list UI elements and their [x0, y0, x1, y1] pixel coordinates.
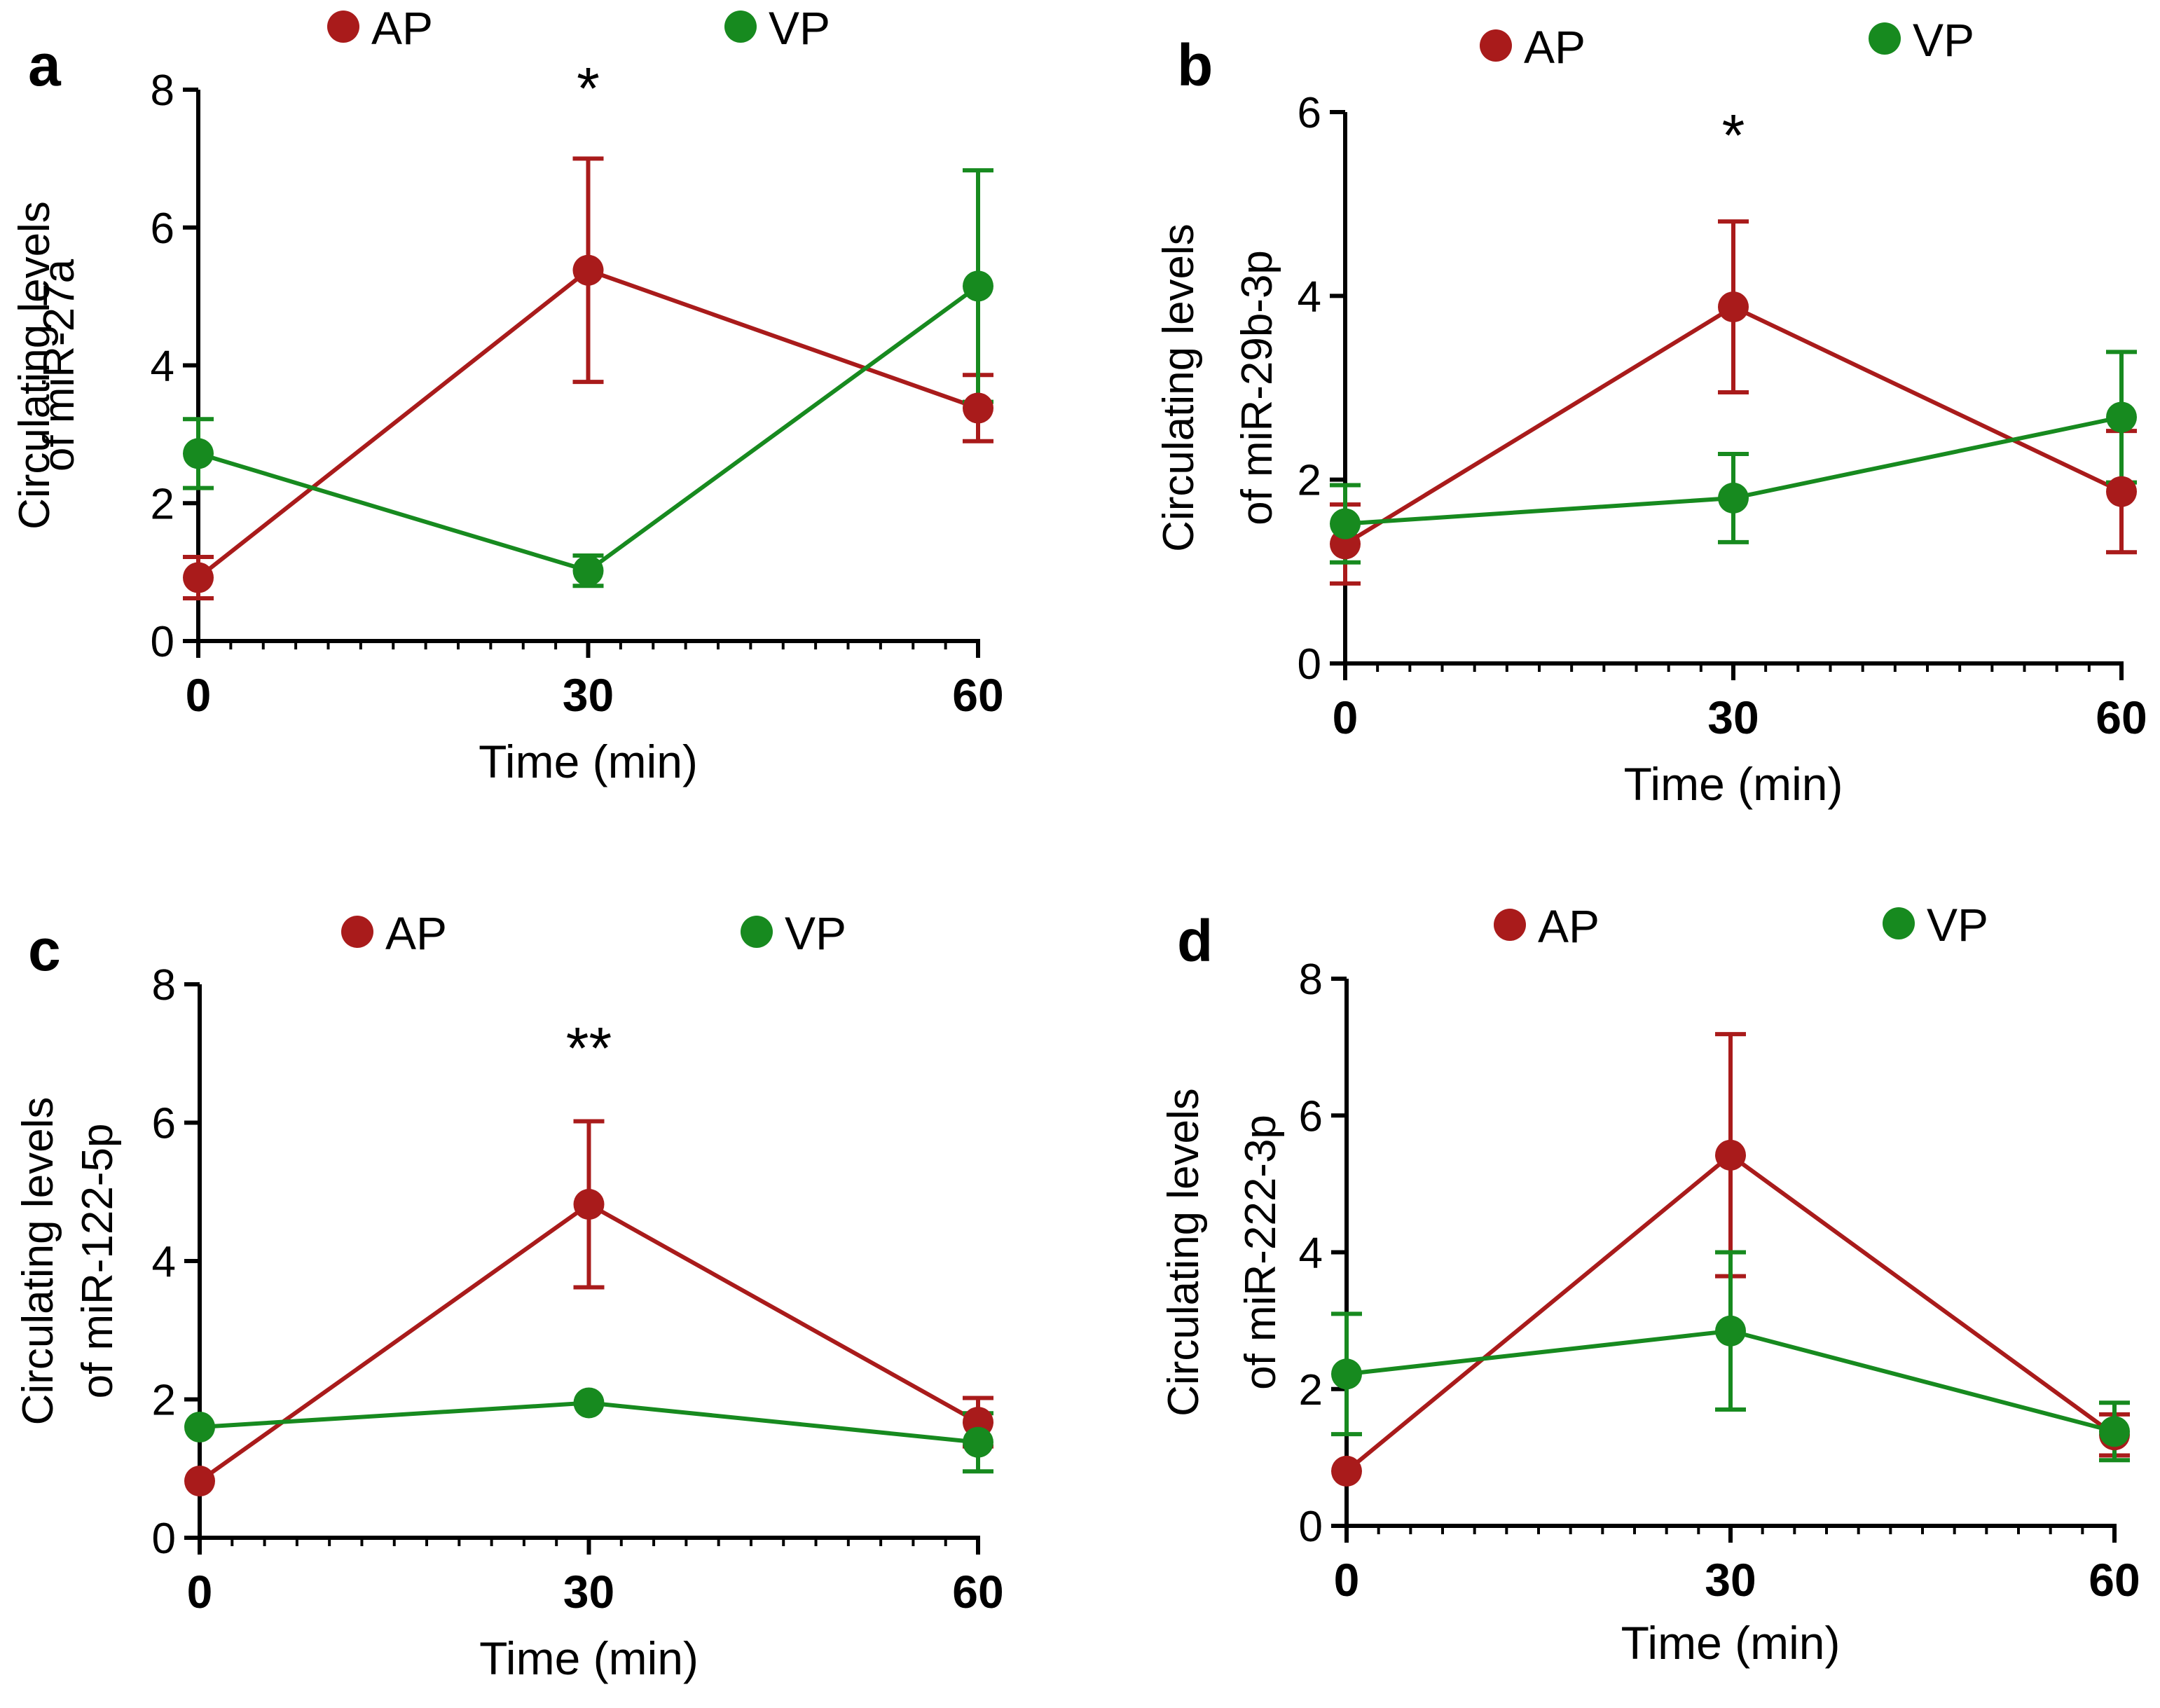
y-tick-label: 0 — [152, 1515, 176, 1563]
y-tick-label: 6 — [1299, 1092, 1323, 1141]
data-point-ap — [183, 562, 214, 593]
x-axis-label: Time (min) — [479, 736, 698, 787]
legend-label-ap: AP — [385, 907, 447, 959]
legend-marker-ap — [327, 11, 359, 43]
x-axis-label: Time (min) — [1624, 758, 1843, 810]
x-axis-label: Time (min) — [1621, 1617, 1841, 1669]
data-point-vp — [2099, 1416, 2130, 1447]
legend-label-ap: AP — [371, 2, 433, 54]
y-axis-label-line: of miR-122-5p — [74, 1124, 122, 1399]
significance-marker: * — [577, 55, 600, 121]
y-axis-label-line: Circulating levels — [14, 1097, 62, 1426]
data-point-ap — [1715, 1139, 1746, 1171]
data-point-vp — [963, 1426, 993, 1458]
y-tick-label: 2 — [1299, 1366, 1323, 1414]
data-point-vp — [573, 1387, 605, 1419]
y-tick-label: 8 — [151, 67, 174, 115]
data-point-vp — [572, 555, 604, 586]
y-axis-label-line: of miR-27a — [35, 259, 83, 471]
data-point-ap — [184, 1466, 215, 1497]
x-axis-label: Time (min) — [479, 1632, 699, 1684]
y-tick-label: 0 — [1299, 1503, 1323, 1551]
x-tick-label: 30 — [563, 669, 614, 721]
legend-label-ap: AP — [1538, 900, 1600, 952]
legend-marker-vp — [724, 11, 757, 43]
data-point-vp — [184, 1412, 215, 1442]
y-tick-label: 0 — [1298, 640, 1321, 689]
data-point-vp — [1715, 1315, 1746, 1347]
y-tick-label: 6 — [152, 1100, 176, 1148]
data-point-vp — [1718, 482, 1749, 514]
data-point-vp — [1330, 508, 1361, 539]
y-tick-label: 2 — [1298, 457, 1321, 505]
data-point-vp — [2106, 401, 2137, 433]
x-tick-label: 30 — [1707, 691, 1759, 743]
panel-label: b — [1177, 32, 1213, 98]
legend-label-vp: VP — [1927, 899, 1988, 951]
data-point-ap — [572, 254, 604, 286]
y-tick-label: 4 — [1299, 1230, 1323, 1278]
panel-label: a — [28, 32, 62, 98]
legend-marker-ap — [1494, 909, 1526, 941]
y-axis-label-line: Circulating levels — [1155, 223, 1203, 552]
x-tick-label: 60 — [952, 669, 1003, 721]
y-tick-label: 0 — [151, 618, 174, 666]
x-tick-label: 0 — [187, 1566, 213, 1618]
y-tick-label: 4 — [152, 1238, 176, 1286]
y-tick-label: 6 — [1298, 89, 1321, 137]
legend-label-vp: VP — [1913, 14, 1974, 66]
x-tick-label: 0 — [1333, 691, 1358, 743]
panel-d: d AP VP 0 2 4 6 8 0 30 60 Time (min) Circulating lev… — [1160, 899, 2140, 1669]
y-axis-label-line: Circulating levels — [1160, 1088, 1208, 1417]
x-tick-label: 30 — [1705, 1554, 1756, 1606]
y-tick-label: 4 — [1298, 273, 1321, 321]
panel-label: c — [28, 917, 61, 983]
x-tick-label: 60 — [2096, 691, 2147, 743]
data-point-ap — [963, 392, 993, 424]
legend-label-ap: AP — [1524, 21, 1585, 73]
legend-marker-vp — [741, 916, 773, 948]
y-axis-label-line: of miR-29b-3p — [1233, 250, 1281, 525]
data-point-vp — [183, 438, 214, 469]
y-axis-label-line: of miR-222-3p — [1237, 1115, 1285, 1390]
legend-label-vp: VP — [769, 2, 830, 54]
y-axis-label-line: Circulating levels — [11, 201, 59, 530]
x-tick-label: 0 — [1334, 1554, 1360, 1606]
y-tick-label: 6 — [151, 205, 174, 253]
panel-a: a AP VP 0 2 4 6 8 0 30 60 Time (min) Circulating lev… — [11, 2, 1004, 787]
x-tick-label: 0 — [186, 669, 212, 721]
significance-marker: ** — [566, 1015, 612, 1081]
data-point-vp — [1331, 1358, 1362, 1390]
legend-label-vp: VP — [785, 907, 846, 959]
x-tick-label: 60 — [2089, 1554, 2140, 1606]
panel-c: c AP VP 0 2 4 6 8 0 30 60 Time (min) Circulating lev… — [14, 907, 1004, 1684]
data-point-ap — [2106, 476, 2137, 507]
data-point-ap — [1718, 291, 1749, 323]
data-point-vp — [963, 270, 993, 302]
significance-marker: * — [1722, 102, 1745, 168]
y-tick-label: 8 — [152, 961, 176, 1010]
legend-marker-ap — [1480, 29, 1512, 62]
legend-marker-vp — [1869, 22, 1901, 55]
legend-marker-ap — [341, 916, 373, 948]
x-tick-label: 30 — [563, 1566, 614, 1618]
data-point-ap — [573, 1189, 605, 1220]
y-tick-label: 8 — [1299, 956, 1323, 1004]
y-tick-label: 4 — [151, 343, 174, 391]
x-tick-label: 60 — [952, 1566, 1003, 1618]
panel-label: d — [1177, 908, 1213, 974]
legend-marker-vp — [1883, 907, 1915, 939]
y-tick-label: 2 — [152, 1377, 176, 1425]
y-tick-label: 2 — [151, 480, 174, 528]
data-point-ap — [1331, 1455, 1362, 1487]
